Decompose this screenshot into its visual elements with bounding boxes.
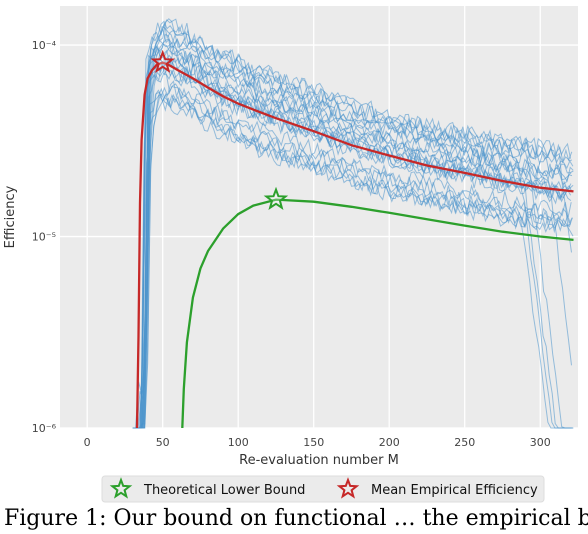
y-tick-labels: 10⁻⁶ 10⁻⁵ 10⁻⁴	[32, 39, 57, 435]
figure-caption: Figure 1: Our bound on functional … the …	[4, 506, 588, 531]
run-trace-line	[143, 91, 574, 429]
x-tick-label: 250	[454, 436, 475, 449]
y-tick-label: 10⁻⁶	[32, 422, 57, 435]
x-tick-labels: 0 50 100 150 200 250 300	[84, 436, 551, 449]
legend-label-theoretical: Theoretical Lower Bound	[143, 483, 305, 498]
run-traces	[132, 18, 574, 429]
legend-label-empirical: Mean Empirical Efficiency	[371, 483, 538, 498]
theoretical-lower-bound-line	[181, 198, 574, 429]
x-tick-label: 50	[156, 436, 170, 449]
mean-empirical-efficiency-line	[135, 61, 574, 429]
run-trace-line	[141, 43, 572, 429]
y-tick-label: 10⁻⁵	[32, 231, 56, 244]
run-trace-line	[141, 72, 572, 429]
run-trace-line	[139, 20, 573, 429]
empirical-peak-star-marker	[150, 49, 175, 74]
run-trace-line	[143, 31, 574, 429]
x-tick-label: 200	[379, 436, 400, 449]
y-tick-label: 10⁻⁴	[32, 39, 57, 52]
y-axis-label: Efficiency	[3, 185, 18, 248]
run-trace-line	[139, 45, 573, 429]
series-markers	[150, 49, 289, 211]
x-tick-label: 100	[228, 436, 249, 449]
legend-box	[101, 475, 545, 503]
x-tick-label: 0	[84, 436, 91, 449]
run-trace-line	[142, 47, 572, 429]
theoretical-peak-star-marker	[263, 186, 289, 211]
x-axis-label: Re-evaluation number M	[239, 453, 399, 468]
x-tick-label: 300	[530, 436, 551, 449]
efficiency-chart: 0 50 100 150 200 250 300 10⁻⁶ 10⁻⁵ 10⁻⁴ Re-evalu…	[3, 6, 578, 503]
run-trace-line	[132, 92, 571, 429]
run-trace-line	[136, 18, 572, 429]
run-trace-line	[137, 25, 574, 429]
x-tick-label: 150	[303, 436, 324, 449]
legend: Theoretical Lower Bound Mean Empirical E…	[101, 475, 545, 503]
series-lines	[135, 61, 574, 429]
run-trace-line	[132, 54, 572, 429]
run-trace-line	[143, 58, 574, 429]
legend-star-icon-empirical	[336, 477, 360, 499]
legend-star-icon-theoretical	[109, 477, 133, 499]
